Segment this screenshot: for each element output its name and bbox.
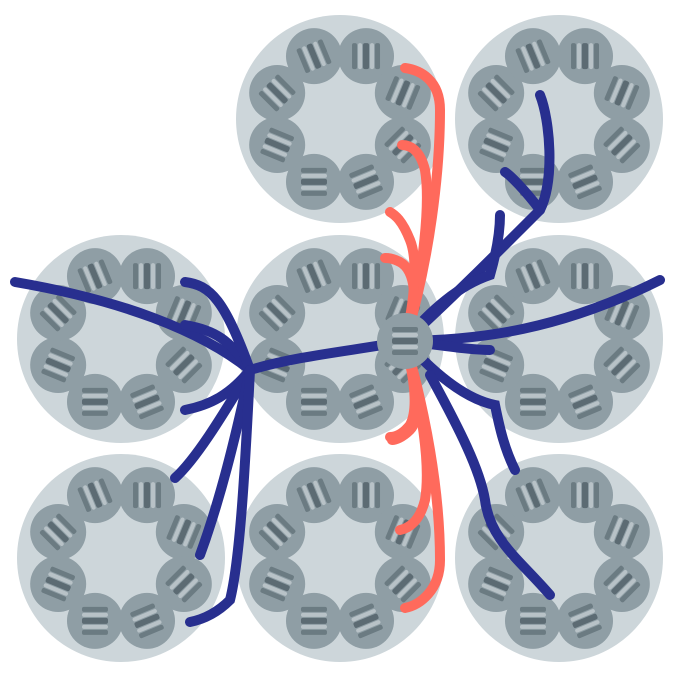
hc-top-right-unit-8: [504, 28, 561, 85]
units-layer: [30, 28, 650, 649]
inhibitory-connection-13: [400, 336, 520, 475]
inhibitory-connection-3: [180, 277, 255, 375]
hc-bottom-right-hypercolumn: [455, 454, 663, 662]
hc-bottom-left-unit-4: [119, 592, 176, 649]
hypercolumns-layer: [17, 15, 663, 662]
hc-mid-center-unit-7: [249, 284, 306, 341]
hc-mid-left-unit-6: [30, 337, 87, 394]
hc-mid-right-unit-3: [593, 337, 650, 394]
hc-mid-right-hypercolumn: [455, 235, 663, 443]
hc-bottom-center-unit-7: [249, 503, 306, 560]
inhibitory-connections-layer: [10, 90, 665, 627]
hc-mid-left-unit-1: [119, 248, 176, 305]
center-unit-layer: [377, 313, 433, 369]
inhibitory-connection-5: [170, 365, 255, 483]
hc-bottom-right-unit-8: [504, 467, 561, 524]
inhibitory-connection-7: [185, 365, 255, 627]
hc-mid-center-hypercolumn: [236, 235, 444, 443]
hc-bottom-right-unit-6: [468, 556, 525, 613]
excitatory-connection-4: [380, 253, 420, 346]
hc-mid-left-unit-8: [66, 248, 123, 305]
hc-top-center-unit-6: [249, 117, 306, 174]
inhibitory-connection-9: [500, 167, 545, 215]
excitatory-connection-8: [387, 336, 422, 445]
hc-bottom-left-hypercolumn: [17, 454, 225, 662]
hc-bottom-left-unit-3: [155, 556, 212, 613]
hc-bottom-left-unit-5: [66, 592, 123, 649]
hc-mid-left-unit-4: [119, 373, 176, 430]
hc-bottom-right-unit-1: [557, 467, 614, 524]
hc-top-center-unit-7: [249, 64, 306, 121]
hc-bottom-left-unit-1: [119, 467, 176, 524]
hc-top-center-hypercolumn: [236, 15, 444, 223]
hc-bottom-center-unit-5: [285, 592, 342, 649]
hc-top-right-unit-1: [557, 28, 614, 85]
hc-bottom-center-unit-4: [338, 592, 395, 649]
hc-bottom-left-unit-8: [66, 467, 123, 524]
hc-top-center-unit-4: [338, 153, 395, 210]
excitatory-connections-layer: [380, 63, 446, 613]
hc-top-center-unit-8: [285, 28, 342, 85]
hc-top-center-unit-2: [374, 64, 431, 121]
hc-bottom-right-unit-5: [504, 592, 561, 649]
hc-bottom-center-hypercolumn: [236, 454, 444, 662]
hc-mid-center-unit-1: [338, 248, 395, 305]
hc-bottom-center-unit-8: [285, 467, 342, 524]
hc-bottom-left-unit-6: [30, 556, 87, 613]
hc-top-center-unit-1: [338, 28, 395, 85]
hc-top-center-unit-5: [285, 153, 342, 210]
hc-bottom-center-unit-6: [249, 556, 306, 613]
hc-bottom-right-unit-3: [593, 556, 650, 613]
hc-mid-right-unit-8: [504, 248, 561, 305]
hc-mid-right-unit-4: [557, 373, 614, 430]
hc-bottom-right-unit-4: [557, 592, 614, 649]
hc-top-right-unit-6: [468, 117, 525, 174]
hc-mid-left-hypercolumn: [17, 235, 225, 443]
hc-top-right-unit-3: [593, 117, 650, 174]
hc-bottom-left-unit-7: [30, 503, 87, 560]
hc-bottom-right-unit-2: [593, 503, 650, 560]
hc-top-right-unit-4: [557, 153, 614, 210]
hc-mid-left-unit-7: [30, 284, 87, 341]
hc-bottom-center-unit-1: [338, 467, 395, 524]
inhibitory-connection-14: [425, 370, 555, 600]
hc-mid-left-unit-3: [155, 337, 212, 394]
inhibitory-connection-10: [400, 210, 505, 346]
hc-mid-center-unit-5: [285, 373, 342, 430]
hc-mid-right-unit-1: [557, 248, 614, 305]
hc-mid-right-unit-5: [504, 373, 561, 430]
hc-mid-center-unit-4: [338, 373, 395, 430]
hc-mid-center-unit-8: [285, 248, 342, 305]
hc-mid-left-unit-5: [66, 373, 123, 430]
hc-top-right-unit-7: [468, 64, 525, 121]
hc-top-right-unit-2: [593, 64, 650, 121]
hc-bottom-left-unit-2: [155, 503, 212, 560]
center-hub-unit: [377, 313, 433, 369]
